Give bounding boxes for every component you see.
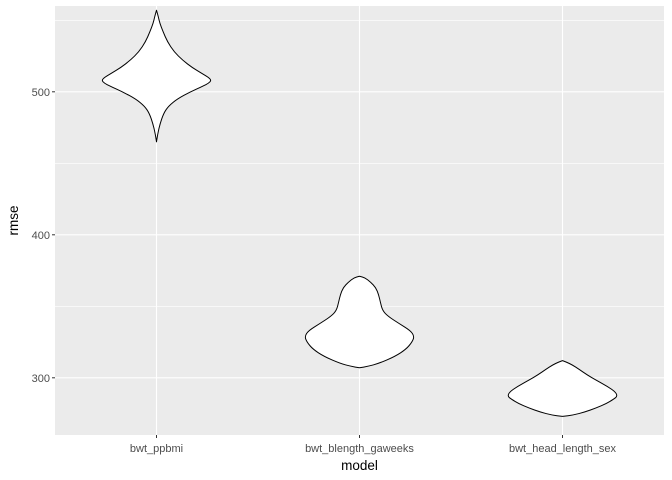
violin-bwt_blength_gaweeks: [304, 275, 415, 369]
y-tick-label: 500: [32, 87, 50, 99]
y-axis-ticks: 300 400 500: [32, 87, 55, 385]
x-axis-title: model: [341, 458, 378, 473]
y-tick-label: 400: [32, 230, 50, 242]
x-axis-ticks: bwt_ppbmi bwt_blength_gaweeks bwt_head_len…: [130, 435, 617, 455]
violin-bwt_head_length_sex: [507, 360, 618, 417]
violin-bwt_ppbmi: [101, 9, 212, 143]
y-tick-label: 300: [32, 373, 50, 385]
x-tick-label: bwt_blength_gaweeks: [305, 443, 414, 455]
x-tick-label: bwt_ppbmi: [130, 443, 183, 455]
violins: [101, 9, 618, 417]
x-tick-label: bwt_head_length_sex: [509, 443, 617, 455]
y-axis-title: rmse: [6, 206, 21, 236]
